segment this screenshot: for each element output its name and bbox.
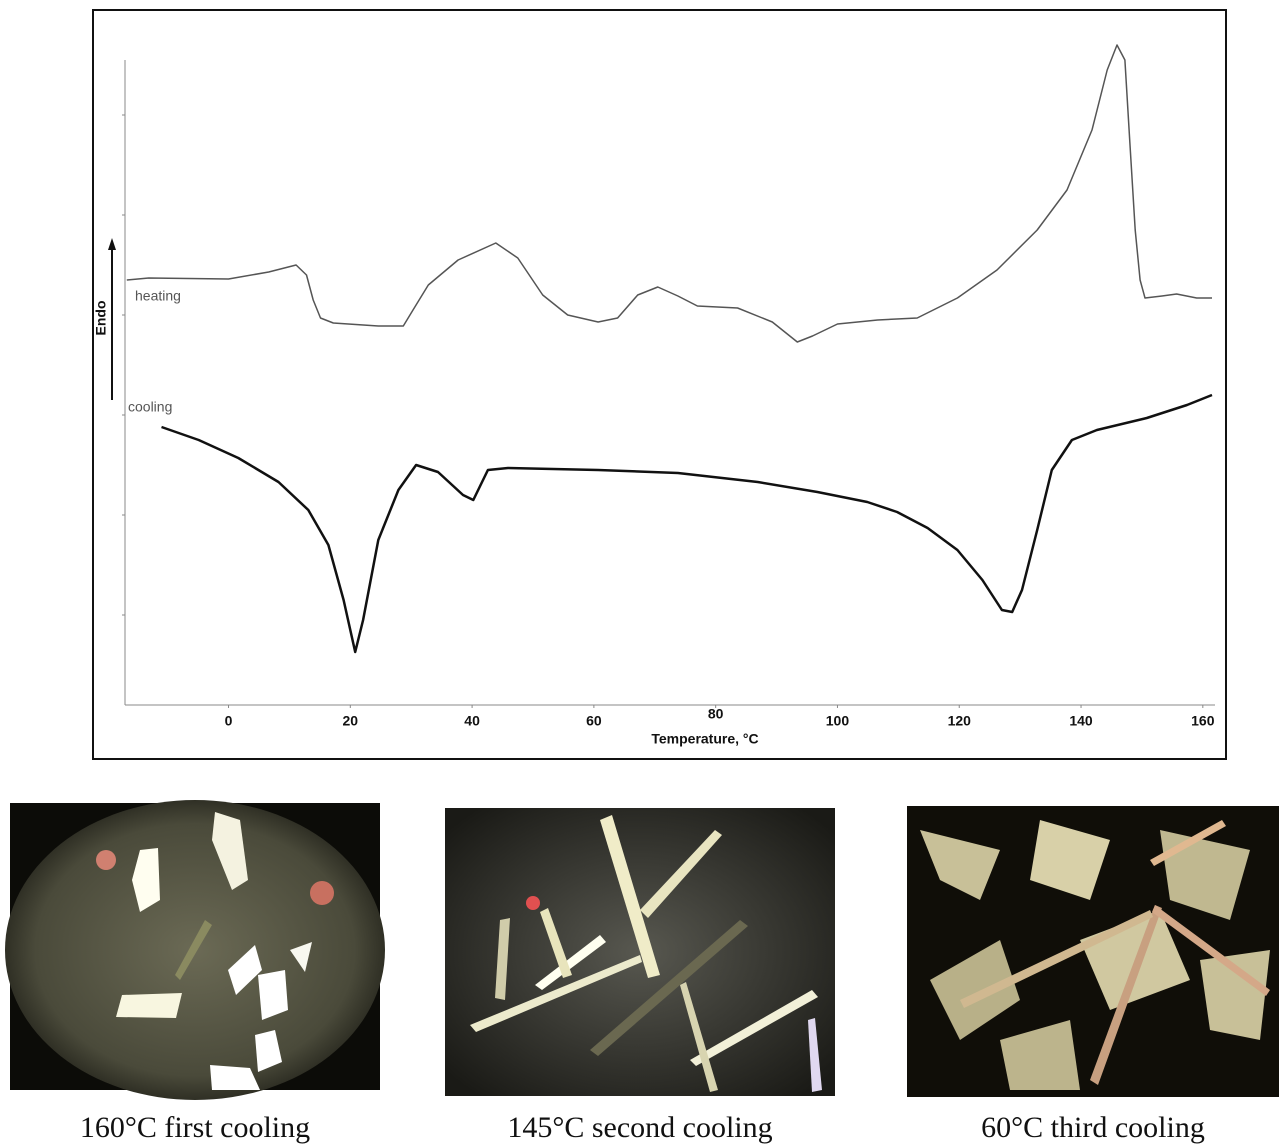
x-tick-label: 100 (826, 713, 850, 729)
x-tick-label: 20 (343, 713, 359, 729)
photo-3 (907, 806, 1279, 1097)
series-label: heating (135, 288, 181, 304)
y-axis-label: Endo (93, 301, 109, 336)
x-tick-label: 0 (225, 713, 233, 729)
photo-caption: 160°C first cooling (80, 1111, 310, 1144)
x-axis-label: Temperature, °C (651, 731, 758, 747)
x-tick-label: 140 (1069, 713, 1093, 729)
x-tick-label: 40 (464, 713, 480, 729)
photo-caption: 60°C third cooling (981, 1111, 1205, 1144)
x-tick-label: 160 (1191, 713, 1215, 729)
photo-2 (445, 808, 835, 1096)
chart-frame (93, 10, 1226, 759)
photo-1 (5, 800, 385, 1100)
x-tick-label: 60 (586, 713, 602, 729)
photo-caption: 145°C second cooling (507, 1111, 772, 1144)
figure: Endo Temperature, °C (0, 0, 1279, 1148)
series-label: cooling (128, 399, 172, 415)
x-tick-label: 80 (708, 706, 724, 722)
page: Endo Temperature, °C (0, 0, 1279, 1148)
x-tick-label: 120 (948, 713, 972, 729)
